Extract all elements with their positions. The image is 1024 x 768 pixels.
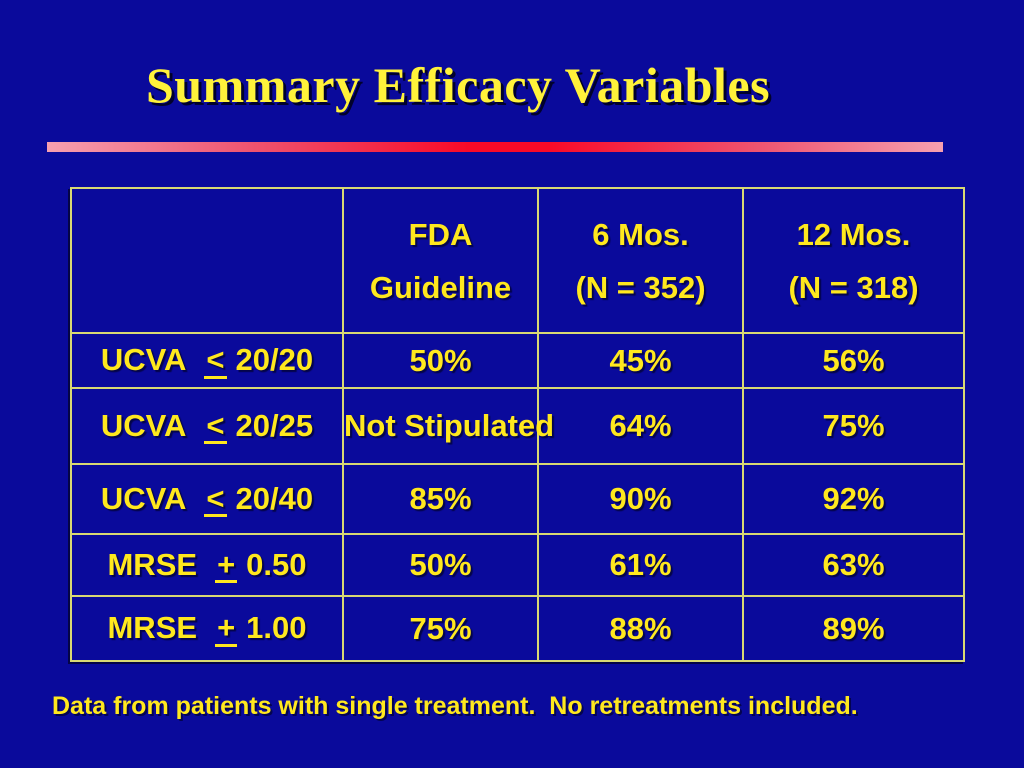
header-cell-empty [70, 187, 344, 334]
row-operator: + [215, 546, 238, 584]
header-cell-12mos: 12 Mos. (N = 318) [742, 187, 965, 334]
cell-fda: 75% [342, 595, 539, 662]
cell-6mos: 45% [537, 332, 744, 389]
cell-fda: Not Stipulated [342, 387, 554, 465]
row-label: MRSE +0.50 [70, 533, 344, 597]
cell-6mos: 90% [537, 463, 744, 535]
cell-fda: 50% [342, 533, 539, 597]
row-threshold: 0.50 [246, 546, 307, 582]
table-row-ucva-2025: UCVA <20/25 Not Stipulated 64% 75% [70, 387, 965, 465]
footnote-text: Data from patients with single treatment… [52, 692, 858, 720]
row-threshold: 20/40 [235, 480, 314, 516]
cell-6mos: 64% [537, 387, 744, 465]
header-cell-6mos: 6 Mos. (N = 352) [537, 187, 744, 334]
cell-12mos: 56% [742, 332, 965, 389]
cell-12mos: 92% [742, 463, 965, 535]
row-metric-name: MRSE [107, 610, 198, 646]
table-row-ucva-2040: UCVA <20/40 85% 90% 92% [70, 463, 965, 535]
row-operator: < [204, 480, 227, 518]
row-label: UCVA <20/25 [70, 387, 344, 465]
header-cell-fda-guideline: FDA Guideline [342, 187, 539, 334]
row-label: UCVA <20/20 [70, 332, 344, 389]
row-operator: < [204, 407, 227, 445]
header-fda-line1: FDA [408, 216, 473, 252]
header-6mos-line1: 6 Mos. [592, 216, 689, 252]
row-threshold: 20/25 [235, 407, 314, 443]
table-row-ucva-2020: UCVA <20/20 50% 45% 56% [70, 332, 965, 389]
row-metric-name: UCVA [100, 342, 187, 378]
header-fda-line2: Guideline [369, 269, 512, 305]
row-metric-name: UCVA [100, 480, 187, 516]
header-6mos-line2: (N = 352) [575, 269, 706, 305]
row-label: MRSE +1.00 [70, 595, 344, 662]
efficacy-table: FDA Guideline 6 Mos. (N = 352) 12 Mos. (… [70, 187, 965, 662]
header-12mos-line2: (N = 318) [788, 269, 919, 305]
cell-fda: 85% [342, 463, 539, 535]
row-threshold: 20/20 [235, 342, 314, 378]
title-divider-bar [47, 142, 943, 152]
cell-12mos: 89% [742, 595, 965, 662]
row-operator: < [204, 342, 227, 379]
row-label: UCVA <20/40 [70, 463, 344, 535]
cell-6mos: 61% [537, 533, 744, 597]
row-metric-name: MRSE [107, 546, 198, 582]
table-row-mrse-050: MRSE +0.50 50% 61% 63% [70, 533, 965, 597]
row-threshold: 1.00 [246, 610, 307, 646]
cell-fda: 50% [342, 332, 539, 389]
page-title: Summary Efficacy Variables [146, 57, 771, 113]
row-metric-name: UCVA [100, 407, 187, 443]
table-header-row: FDA Guideline 6 Mos. (N = 352) 12 Mos. (… [70, 187, 965, 334]
row-operator: + [215, 610, 238, 647]
table-row-mrse-100: MRSE +1.00 75% 88% 89% [70, 595, 965, 662]
cell-12mos: 63% [742, 533, 965, 597]
header-12mos-line1: 12 Mos. [796, 216, 911, 252]
cell-6mos: 88% [537, 595, 744, 662]
cell-12mos: 75% [742, 387, 965, 465]
